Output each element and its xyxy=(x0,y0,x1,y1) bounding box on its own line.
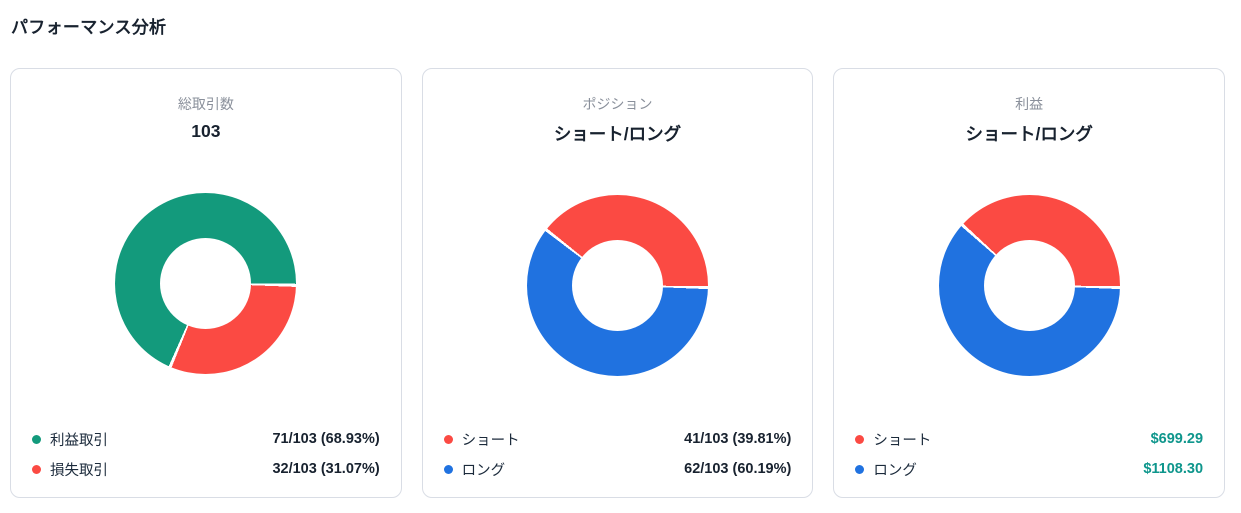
card-header: 総取引数 103 xyxy=(31,94,381,142)
legend-label: ショート xyxy=(461,432,520,449)
legend-value: 71/103 (68.93%) xyxy=(272,431,380,447)
legend-row: 損失取引 32/103 (31.07%) xyxy=(32,454,380,484)
chart-area xyxy=(31,142,381,424)
donut-chart-profit[interactable] xyxy=(938,194,1120,376)
legend: 利益取引 71/103 (68.93%) 損失取引 32/103 (31.07%… xyxy=(31,424,381,484)
legend: ショート $699.29 ロング $1108.30 xyxy=(854,424,1204,484)
legend-dot-long xyxy=(855,464,865,474)
legend-label: ロング xyxy=(461,462,506,479)
card-value: 103 xyxy=(191,121,221,141)
legend-row: ショート $699.29 xyxy=(855,424,1203,454)
donut-hole xyxy=(160,237,252,329)
card-header: ポジション ショート/ロング xyxy=(443,94,793,146)
legend-label: ロング xyxy=(873,462,917,479)
legend-row: 利益取引 71/103 (68.93%) xyxy=(32,424,380,454)
legend-row: ロング $1108.30 xyxy=(855,454,1203,484)
legend-value: $699.29 xyxy=(1150,431,1204,447)
chart-area xyxy=(854,146,1204,424)
card-value: ショート/ロング xyxy=(553,124,682,144)
legend-label: 損失取引 xyxy=(50,462,108,479)
legend-row: ショート 41/103 (39.81%) xyxy=(443,424,792,454)
chart-area xyxy=(443,146,793,424)
performance-cards-row: 総取引数 103 利益取引 71/103 (68.93%) 損失取引 32/10… xyxy=(10,68,1226,498)
legend-dot-loss xyxy=(32,464,41,474)
donut-chart-positions[interactable] xyxy=(527,194,708,376)
card-positions: ポジション ショート/ロング ショート 41/103 (39.81%) ロング … xyxy=(421,68,814,498)
card-subtitle: ポジション xyxy=(582,96,653,112)
legend-value: $1108.30 xyxy=(1143,461,1204,477)
card-total-trades: 総取引数 103 利益取引 71/103 (68.93%) 損失取引 32/10… xyxy=(10,68,402,498)
card-subtitle: 総取引数 xyxy=(177,96,234,112)
card-header: 利益 ショート/ロング xyxy=(854,94,1204,146)
card-subtitle: 利益 xyxy=(1015,96,1044,112)
legend-value: 62/103 (60.19%) xyxy=(684,461,792,477)
legend-row: ロング 62/103 (60.19%) xyxy=(443,454,792,484)
donut-chart-total-trades[interactable] xyxy=(115,192,297,374)
legend-value: 41/103 (39.81%) xyxy=(684,431,792,447)
legend-dot-long xyxy=(443,464,453,474)
legend-label: ショート xyxy=(873,432,932,449)
donut-hole xyxy=(983,239,1075,331)
legend-label: 利益取引 xyxy=(50,432,108,449)
card-value: ショート/ロング xyxy=(965,124,1093,144)
legend-value: 32/103 (31.07%) xyxy=(272,461,380,477)
legend-dot-short xyxy=(443,434,453,444)
page-title: パフォーマンス分析 xyxy=(11,18,167,37)
legend: ショート 41/103 (39.81%) ロング 62/103 (60.19%) xyxy=(443,424,793,484)
donut-hole xyxy=(572,239,663,331)
card-profit: 利益 ショート/ロング ショート $699.29 ロング $1108.30 xyxy=(833,68,1226,498)
legend-dot-profit xyxy=(32,434,41,444)
legend-dot-short xyxy=(855,434,865,444)
